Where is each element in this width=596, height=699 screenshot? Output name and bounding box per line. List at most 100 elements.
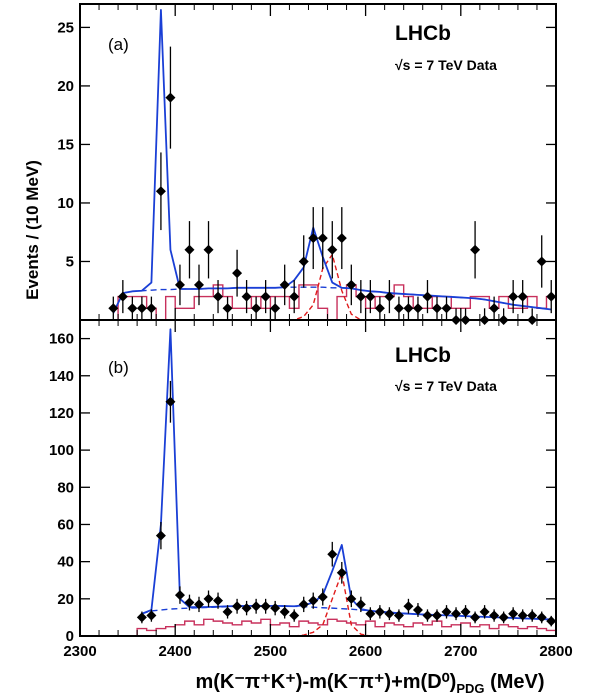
data-point	[308, 233, 319, 244]
x-tick-label: 2800	[539, 643, 572, 660]
data-point	[412, 604, 423, 615]
sideband-histogram	[108, 284, 557, 321]
data-point	[232, 268, 243, 279]
data-point	[184, 597, 195, 608]
experiment-label: LHCb	[395, 344, 451, 367]
data-point	[241, 603, 252, 614]
y-tick-label: 20	[57, 78, 74, 95]
data-point	[441, 606, 452, 617]
data-point	[384, 291, 395, 302]
data-point	[155, 530, 166, 541]
data-point	[479, 606, 490, 617]
total-fit-curve	[141, 328, 552, 621]
data-point	[136, 612, 147, 623]
y-tick-label: 40	[57, 554, 74, 571]
data-point	[546, 291, 557, 302]
data-point	[470, 612, 481, 623]
data-point	[508, 608, 519, 619]
data-point	[165, 396, 176, 407]
data-point	[213, 291, 224, 302]
data-point	[260, 601, 271, 612]
y-tick-label: 20	[57, 591, 74, 608]
y-tick-label: 80	[57, 479, 74, 496]
data-point	[508, 291, 519, 302]
data-point	[393, 303, 404, 314]
x-tick-label: 2500	[254, 643, 287, 660]
data-point	[174, 279, 185, 290]
data-point	[308, 595, 319, 606]
data-point	[317, 233, 328, 244]
data-point	[194, 279, 204, 290]
y-tick-label: 60	[57, 516, 74, 533]
data-point	[174, 590, 185, 601]
data-point	[536, 256, 547, 267]
data-point	[127, 303, 138, 314]
data-point	[374, 303, 385, 314]
data-point	[355, 291, 366, 302]
data-point	[346, 593, 357, 604]
data-point	[470, 244, 481, 255]
y-tick-label: 0	[66, 628, 74, 645]
data-point	[374, 606, 385, 617]
data-point	[260, 291, 271, 302]
data-point	[317, 591, 328, 602]
experiment-label: LHCb	[395, 22, 451, 45]
energy-annotation: √s = 7 TeV Data	[395, 57, 497, 73]
data-point	[441, 303, 452, 314]
data-point	[241, 291, 252, 302]
sideband-histogram	[136, 618, 557, 636]
data-point	[136, 303, 147, 314]
data-point	[527, 610, 538, 621]
panel-label: (a)	[108, 35, 129, 54]
data-point	[298, 599, 309, 610]
data-point	[222, 606, 233, 617]
data-point	[498, 612, 509, 623]
data-point	[403, 601, 414, 612]
data-point	[279, 279, 290, 290]
panel-b: 0 20 40 60 80 100 120 140 160 2300 2400 2500 2600 270…	[49, 319, 573, 660]
data-point	[365, 608, 376, 619]
data-point	[327, 244, 338, 255]
data-point	[336, 567, 347, 578]
data-point	[432, 303, 442, 314]
data-point	[251, 601, 262, 612]
data-point	[412, 303, 423, 314]
data-point	[517, 291, 528, 302]
data-point	[393, 610, 404, 621]
y-tick-label: 10	[57, 195, 74, 212]
data-point	[489, 610, 500, 621]
x-tick-label: 2300	[63, 643, 96, 660]
x-tick-label: 2400	[159, 643, 192, 660]
y-tick-label: 100	[49, 442, 74, 459]
data-point	[203, 593, 214, 604]
data-point	[327, 549, 338, 560]
data-point	[289, 291, 300, 302]
data-point	[460, 606, 471, 617]
energy-annotation: √s = 7 TeV Data	[395, 378, 497, 394]
x-tick-label: 2700	[444, 643, 477, 660]
data-point	[289, 610, 300, 621]
data-point	[203, 244, 214, 255]
y-tick-label: 160	[49, 331, 74, 348]
panel-a: 5 10 15 20 25 (a) LHCb √s = 7 TeV Data	[57, 3, 557, 325]
data-point	[546, 616, 557, 627]
data-point	[432, 610, 442, 621]
data-point	[251, 303, 262, 314]
data-point	[270, 303, 281, 314]
data-point	[489, 303, 500, 314]
data-point	[117, 291, 128, 302]
data-point	[108, 303, 119, 314]
y-tick-label: 140	[49, 368, 74, 385]
data-point	[336, 233, 347, 244]
y-tick-label: 5	[66, 253, 74, 270]
data-point	[403, 303, 414, 314]
data-point	[194, 599, 204, 610]
data-point	[232, 601, 243, 612]
data-point	[165, 92, 176, 103]
y-tick-label: 25	[57, 19, 74, 36]
data-point	[346, 279, 357, 290]
y-tick-label: 120	[49, 405, 74, 422]
x-tick-label: 2600	[349, 643, 382, 660]
